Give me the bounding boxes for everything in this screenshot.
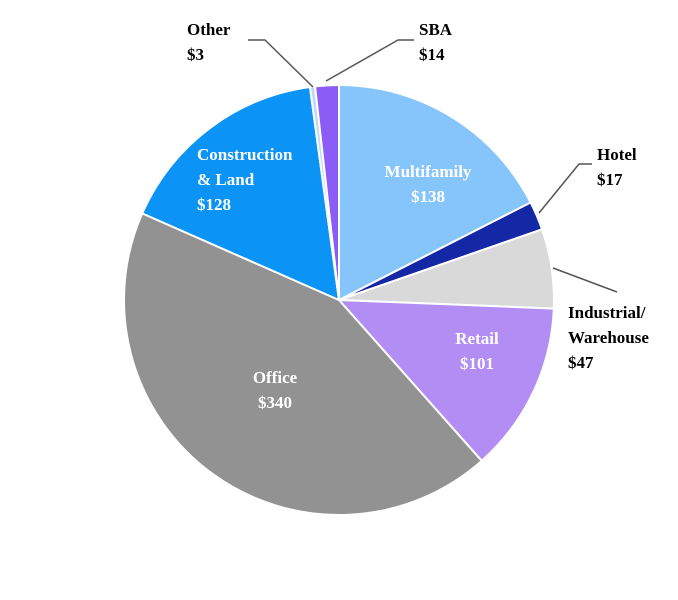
slice-label-line: SBA bbox=[419, 20, 453, 39]
slice-label-construction-land: Construction & Land $128 bbox=[197, 145, 293, 214]
slice-label-office: Office $340 bbox=[253, 368, 298, 412]
slice-label-line: Hotel bbox=[597, 145, 637, 164]
slice-label-line: Warehouse bbox=[568, 328, 649, 347]
slice-label-retail: Retail $101 bbox=[455, 329, 499, 373]
slice-label-line: Construction bbox=[197, 145, 293, 164]
slice-label-line: $14 bbox=[419, 45, 445, 64]
slice-label-hotel: Hotel $17 bbox=[597, 145, 637, 189]
slice-labels: Multifamily $138 Hotel $17 Industrial/Wareho… bbox=[187, 20, 649, 412]
slice-construction-land bbox=[140, 85, 341, 302]
slice-label-line: Multifamily bbox=[385, 162, 472, 181]
slice-label-line: & Land bbox=[197, 170, 255, 189]
slice-label-line: Office bbox=[253, 368, 298, 387]
pie-slices bbox=[123, 83, 555, 516]
slice-sba bbox=[313, 83, 340, 301]
slice-label-line: $138 bbox=[411, 187, 445, 206]
slice-label-line: $3 bbox=[187, 45, 204, 64]
slice-retail bbox=[336, 298, 555, 463]
slice-label-industrial-warehouse: Industrial/Warehouse $47 bbox=[568, 303, 649, 372]
slice-label-line: $17 bbox=[597, 170, 623, 189]
slice-multifamily bbox=[338, 83, 532, 302]
slice-label-line: $128 bbox=[197, 195, 231, 214]
slice-label-line: Industrial/ bbox=[568, 303, 646, 322]
leader-line-sba bbox=[325, 39, 414, 82]
slice-label-line: Other bbox=[187, 20, 231, 39]
slice-label-line: Retail bbox=[455, 329, 499, 348]
slice-office bbox=[123, 212, 484, 516]
slice-label-line: $340 bbox=[258, 393, 292, 412]
leader-line-hotel bbox=[538, 163, 592, 214]
leader-line-industrial-warehouse bbox=[552, 267, 618, 293]
slice-label-sba: SBA $14 bbox=[419, 20, 453, 64]
leader-line-other bbox=[248, 39, 314, 88]
slice-label-other: Other $3 bbox=[187, 20, 231, 64]
slice-label-multifamily: Multifamily $138 bbox=[385, 162, 472, 206]
leader-lines bbox=[248, 39, 618, 293]
slice-label-line: $101 bbox=[460, 354, 494, 373]
slice-label-line: $47 bbox=[568, 353, 594, 372]
